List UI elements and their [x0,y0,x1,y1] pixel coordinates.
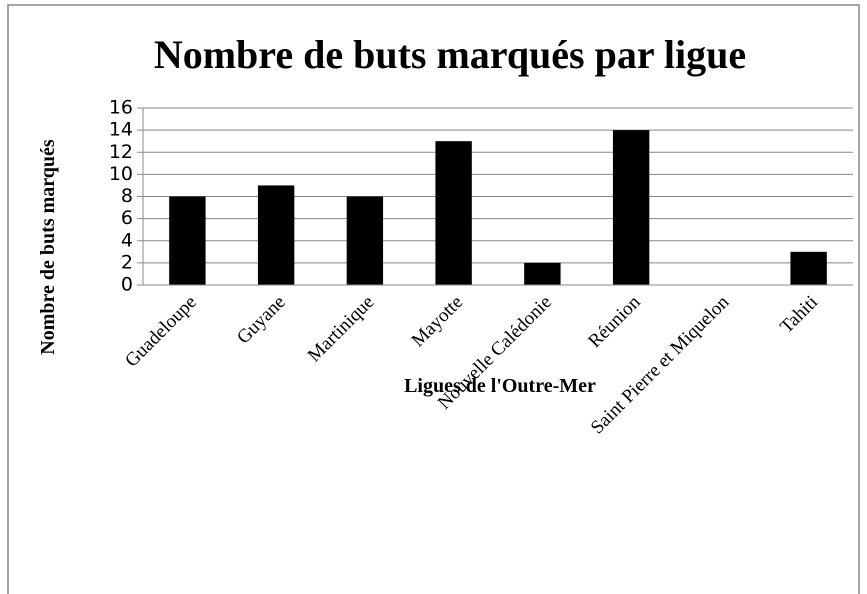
y-tick-label: 16 [109,97,133,119]
bar [169,196,206,285]
bar [612,130,650,285]
y-tick-label: 8 [121,185,133,207]
y-tick-label: 14 [109,119,133,141]
y-tick-label: 2 [121,251,133,273]
y-tick-label: 12 [109,141,133,163]
bar [790,251,827,285]
chart-title: Nombre de buts marqués par ligue [154,32,746,77]
bar [257,185,295,285]
x-axis-label: Ligues de l'Outre-Mer [404,375,596,397]
y-tick-label: 10 [109,163,133,185]
y-tick-label: 4 [121,229,133,251]
bar [524,262,561,285]
y-axis-label: Nombre de buts marqués [37,139,59,355]
chart-border [7,4,860,594]
y-tick-label: 6 [121,207,133,229]
bar [346,196,384,285]
bar [435,141,472,285]
y-tick-label: 0 [121,274,133,296]
